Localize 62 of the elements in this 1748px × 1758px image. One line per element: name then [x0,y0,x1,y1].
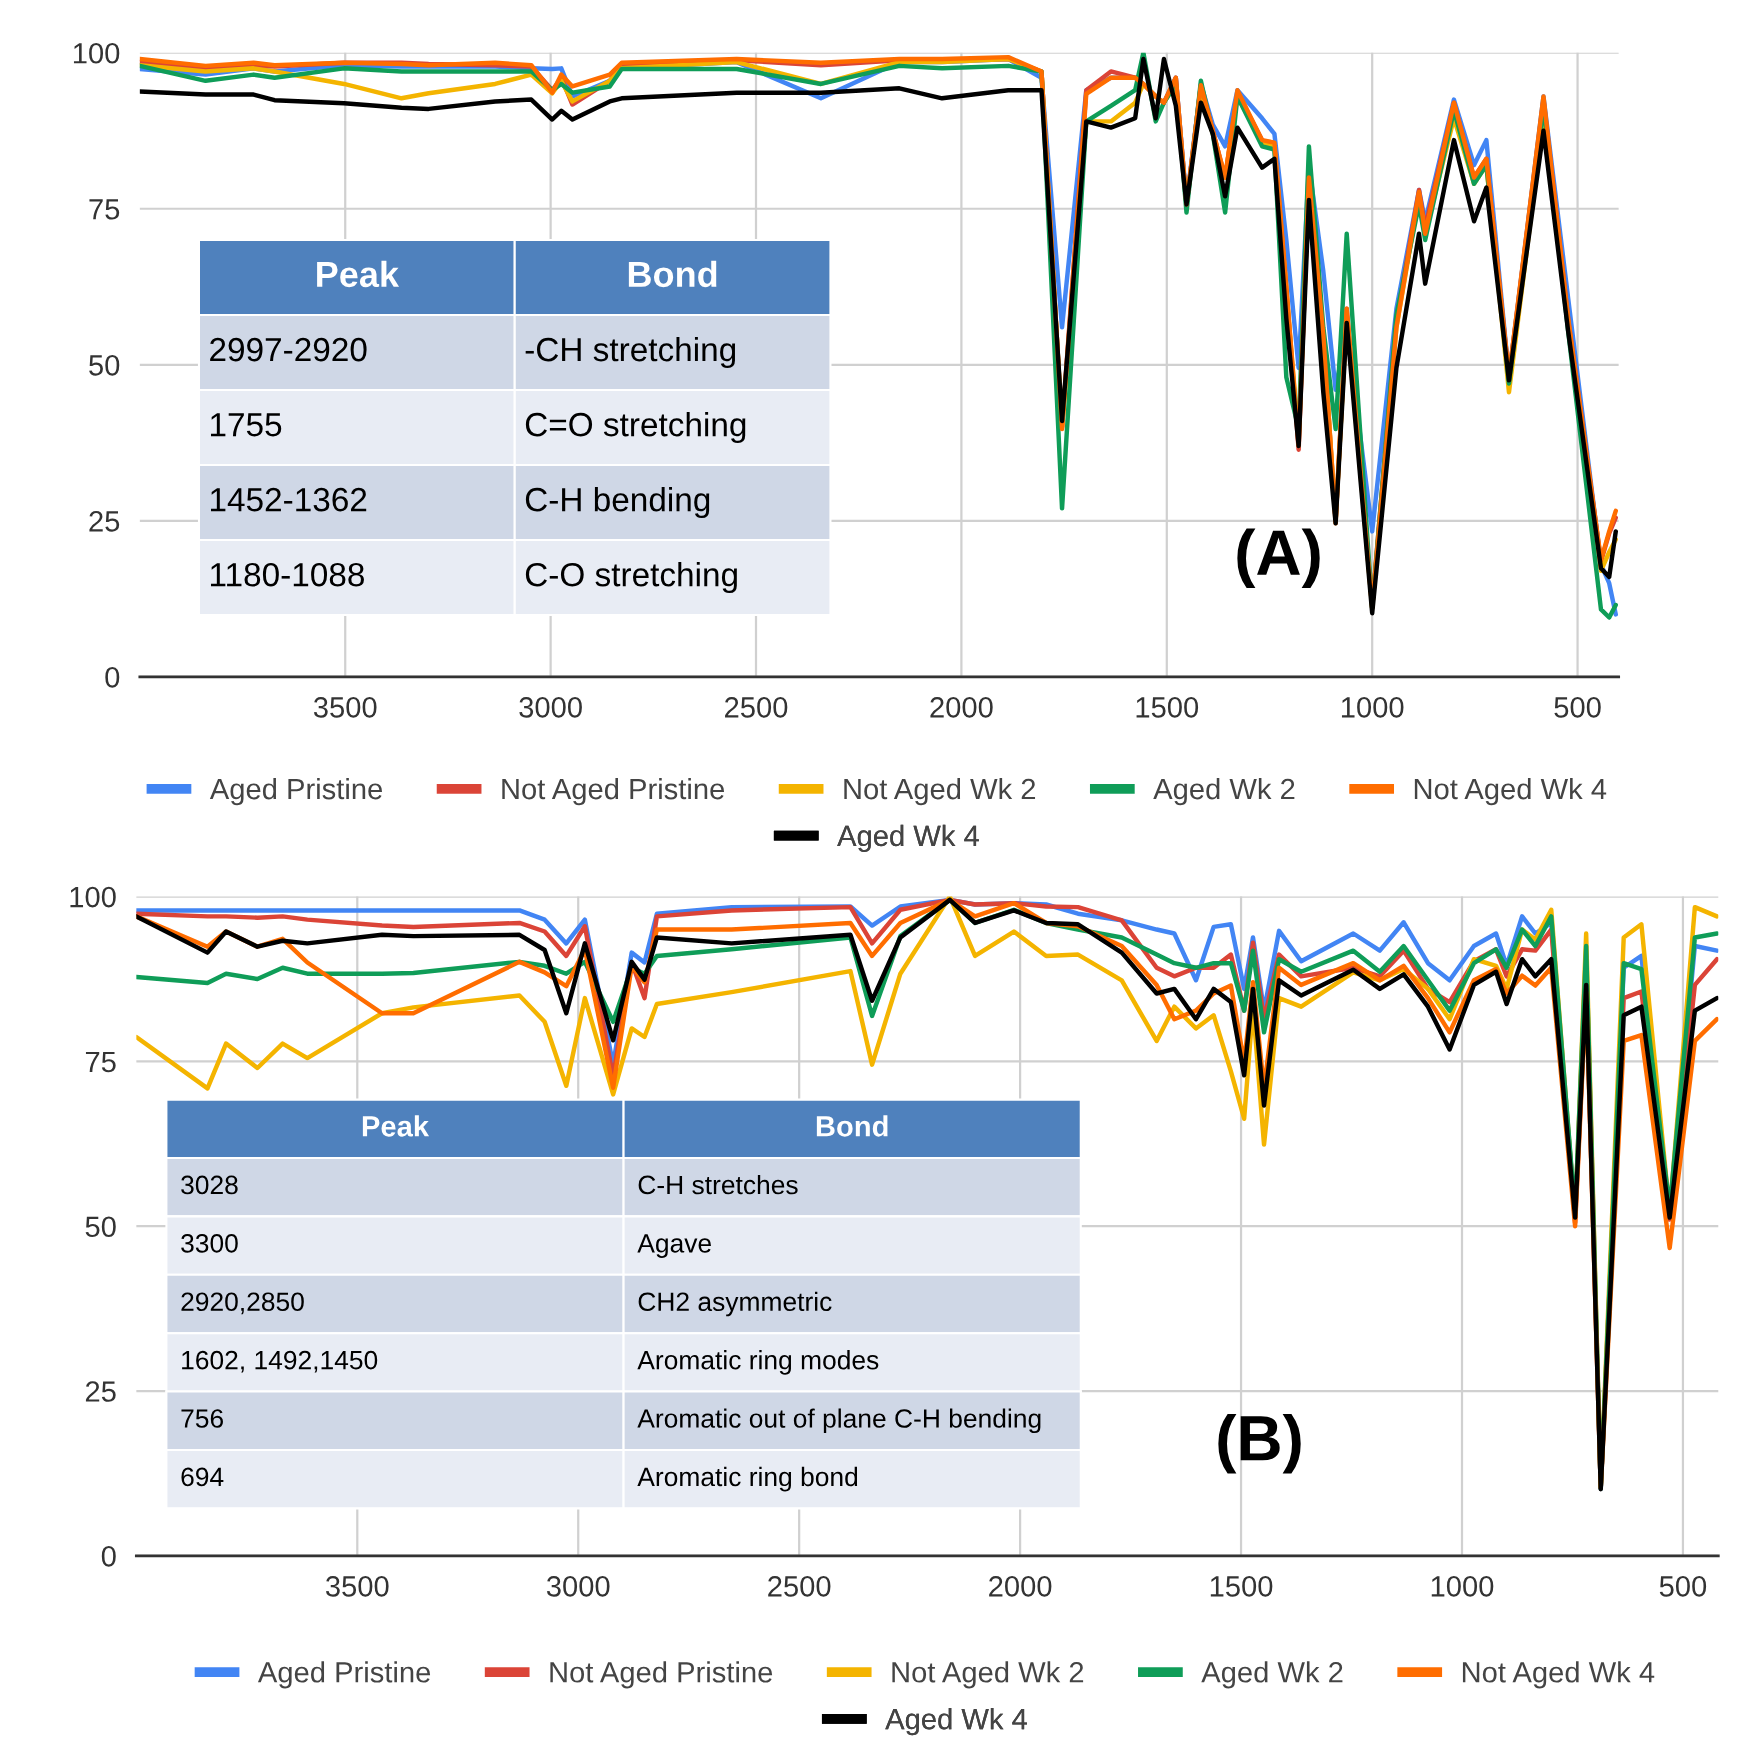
x-tick-label: 2500 [725,697,788,718]
y-tick-label: 100 [70,886,116,908]
annotation: Peak [317,260,400,288]
annotation: C-O stretching [525,562,737,594]
x-tick-label: 1000 [1431,1576,1494,1597]
annotation: 756 [181,1409,223,1428]
annotation: 3300 [181,1234,238,1253]
annotation: (A) [1237,528,1320,589]
annotation: 1755 [211,413,282,437]
legend-label: Not Aged Pristine [502,777,725,806]
legend-label: Not Aged Pristine [550,1661,773,1689]
x-tick-label: 500 [1554,697,1601,718]
legend-label: Aged Pristine [257,1661,431,1689]
annotation: 1452-1362 [211,487,367,512]
x-tick-label: 1000 [1341,697,1404,718]
x-tick-label: 500 [1659,1576,1707,1597]
annotation: 694 [181,1467,224,1487]
legend-label: Not Aged Wk 4 [1462,1661,1655,1689]
annotation: Bond [628,260,717,288]
x-tick-label: 1500 [1210,1576,1273,1597]
annotation: C=O stretching [525,411,746,444]
x-tick-label: 2500 [768,1576,831,1597]
legend-label: Aged Wk 4 [837,824,979,852]
annotation: 1602, 1492,1450 [182,1350,378,1373]
annotation: 2997-2920 [210,337,367,362]
annotation: CH2 asymmetric [638,1291,832,1317]
annotation: C-H stretches [638,1174,798,1195]
legend-label: Aged Wk 2 [1201,1661,1343,1689]
x-tick-label: 2000 [930,697,993,718]
y-tick-label: 25 [89,511,120,532]
x-tick-label: 3000 [546,1576,610,1597]
legend-label: Aged Pristine [209,777,382,806]
annotation: 1180-1088 [211,562,364,587]
x-tick-label: 3500 [325,1576,389,1597]
annotation: Aromatic ring bond [637,1466,858,1492]
annotation: -CH stretching [525,336,736,369]
y-tick-label: 50 [89,354,120,376]
x-tick-label: 1500 [1136,697,1199,718]
annotation: 3028 [181,1175,238,1195]
y-tick-label: 0 [105,667,120,688]
x-tick-label: 3500 [313,697,377,718]
legend-label: Aged Wk 4 [885,1708,1027,1736]
y-tick-label: 75 [89,199,120,220]
annotation: Aromatic out of plane C-H bending [637,1408,1041,1434]
y-tick-label: 50 [85,1216,116,1238]
y-tick-label: 100 [73,42,120,64]
y-tick-label: 75 [85,1051,116,1073]
annotation: 2920,2850 [181,1292,304,1315]
annotation: Bond [816,1115,888,1137]
x-tick-label: 3000 [519,697,582,718]
annotation: Aromatic ring modes [637,1350,879,1375]
annotation: C-H bending [525,486,710,519]
y-tick-label: 0 [101,1546,116,1567]
legend-label: Not Aged Wk 2 [844,777,1036,806]
x-tick-label: 2000 [989,1576,1052,1597]
annotation: Peak [362,1115,430,1137]
legend-label: Aged Wk 2 [1153,777,1295,806]
annotation: Agave [637,1234,711,1258]
legend-label: Not Aged Wk 2 [892,1661,1084,1689]
legend-label: Not Aged Wk 4 [1414,777,1607,806]
annotation: (B) [1218,1413,1301,1474]
y-tick-label: 25 [85,1381,116,1402]
